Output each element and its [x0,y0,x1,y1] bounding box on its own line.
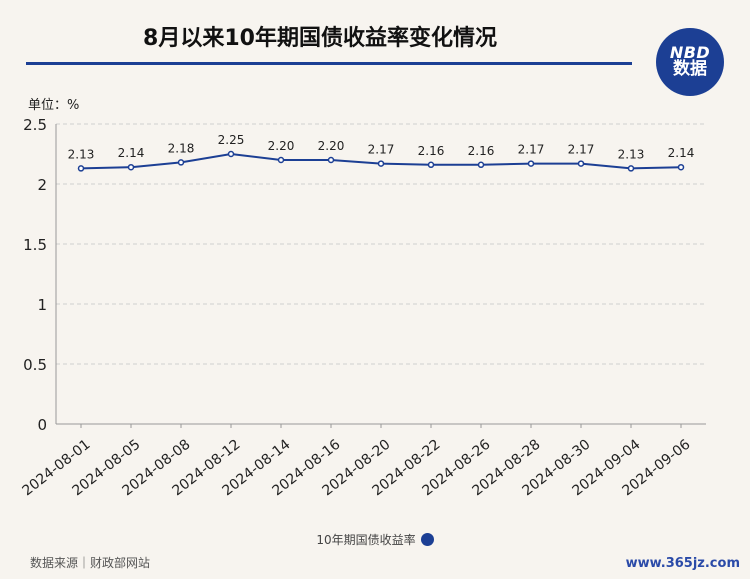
logo-text-bottom: 数据 [673,59,707,80]
data-point [277,156,285,164]
data-label: 2.20 [268,139,295,153]
data-label: 2.20 [318,139,345,153]
data-point [327,156,335,164]
data-point [527,160,535,167]
x-axis-labels: 2024-08-012024-08-052024-08-082024-08-12… [19,436,693,499]
y-axis-ticks: 0 0.5 1 1.5 2 2.5 [23,116,47,434]
data-label: 2.17 [568,143,595,157]
data-labels: 2.13 2.14 2.18 2.25 2.20 2.20 2.17 2.16 2.16 2.17… [68,133,695,161]
data-point [177,159,185,166]
x-axis [55,124,706,428]
legend-label: 10年期国债收益率 [316,533,416,547]
data-point [677,163,685,171]
nbd-logo: NBD 数据 [656,28,724,96]
data-point [377,160,385,167]
data-point [627,165,635,172]
data-label: 2.16 [468,144,495,158]
data-point [427,161,435,169]
y-tick-label: 0 [37,416,47,434]
data-label: 2.18 [168,141,195,155]
y-tick-label: 2.5 [23,116,47,134]
unit-label: 单位：% [28,98,80,113]
data-label: 2.14 [668,146,695,160]
site-watermark: www.365jz.com [625,556,740,571]
data-label: 2.13 [68,147,95,161]
data-point [227,150,235,158]
data-point [77,165,85,172]
data-label: 2.17 [518,143,545,157]
data-label: 2.13 [618,147,645,161]
y-tick-label: 2 [37,176,47,194]
y-tick-label: 1 [37,296,47,314]
source-note: 数据来源｜财政部网站 [30,556,151,570]
gridlines [56,123,706,365]
data-label: 2.17 [368,143,395,157]
legend-marker [420,533,434,546]
data-label: 2.16 [418,144,445,158]
data-point [577,160,585,167]
data-point [127,163,135,171]
data-label: 2.25 [218,133,245,147]
data-points [77,150,685,172]
y-tick-label: 1.5 [23,236,47,254]
title-underline [26,62,632,65]
legend: 10年期国债收益率 [0,531,750,548]
y-tick-label: 0.5 [23,356,47,374]
data-label: 2.14 [118,146,145,160]
logo-text-top: NBD [669,42,711,62]
chart-title: 8月以来10年期国债收益率变化情况 [143,26,497,51]
data-point [477,161,485,169]
